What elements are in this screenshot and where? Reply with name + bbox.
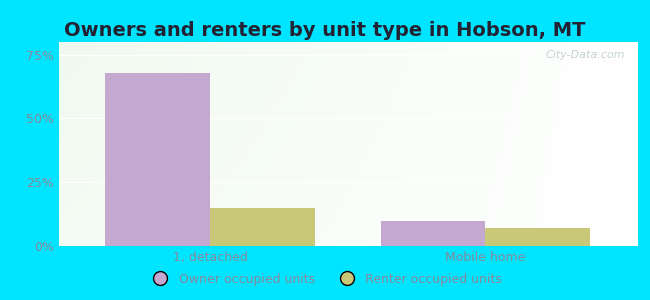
Bar: [486, 228, 590, 246]
Bar: [210, 208, 315, 246]
Legend: Owner occupied units, Renter occupied units: Owner occupied units, Renter occupied un…: [143, 268, 507, 291]
Text: Owners and renters by unit type in Hobson, MT: Owners and renters by unit type in Hobso…: [64, 21, 586, 40]
Text: City-Data.com: City-Data.com: [546, 50, 625, 60]
Bar: [105, 73, 210, 246]
Bar: [381, 220, 486, 246]
